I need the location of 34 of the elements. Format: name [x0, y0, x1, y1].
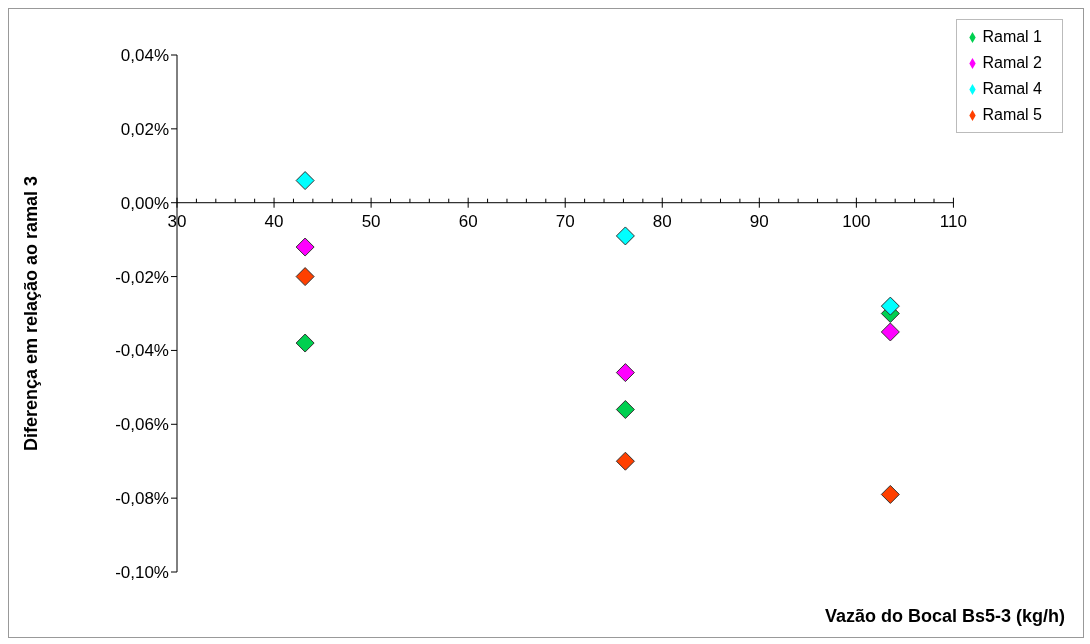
- point: [880, 322, 900, 342]
- point: [295, 267, 315, 287]
- x-tick-label: 30: [167, 211, 187, 231]
- point: [880, 484, 900, 504]
- y-tick-label: -0,02%: [115, 267, 169, 287]
- legend-label: Ramal 4: [982, 80, 1042, 97]
- x-tick-label: 70: [555, 211, 575, 231]
- x-tick-label: 40: [264, 211, 284, 231]
- y-axis-title: Diferença em relação ao ramal 3: [21, 175, 42, 452]
- point: [615, 400, 635, 420]
- y-tick-label: -0,10%: [115, 563, 169, 583]
- legend-label: Ramal 1: [982, 28, 1042, 45]
- point: [295, 237, 315, 257]
- point: [295, 333, 315, 353]
- y-tick-label: 0,04%: [120, 46, 169, 66]
- point: [615, 363, 635, 383]
- y-tick-label: 0,02%: [120, 119, 169, 139]
- legend-label: Ramal 5: [982, 106, 1042, 123]
- x-tick-label: 90: [749, 211, 769, 231]
- x-tick-label: 110: [939, 211, 967, 231]
- x-tick-label: 100: [842, 211, 871, 231]
- point: [615, 226, 635, 246]
- x-axis-title: Vazão do Bocal Bs5-3 (kg/h): [824, 606, 1065, 627]
- x-tick-label: 50: [361, 211, 381, 231]
- legend-label: Ramal 2: [982, 54, 1042, 71]
- point: [295, 171, 315, 191]
- y-tick-label: 0,00%: [120, 193, 169, 213]
- x-tick-label: 80: [652, 211, 672, 231]
- point: [615, 451, 635, 471]
- y-tick-label: -0,04%: [115, 341, 169, 361]
- y-tick-label: -0,06%: [115, 415, 169, 435]
- y-tick-label: -0,08%: [115, 489, 169, 509]
- x-tick-label: 60: [458, 211, 478, 231]
- point: [880, 296, 900, 316]
